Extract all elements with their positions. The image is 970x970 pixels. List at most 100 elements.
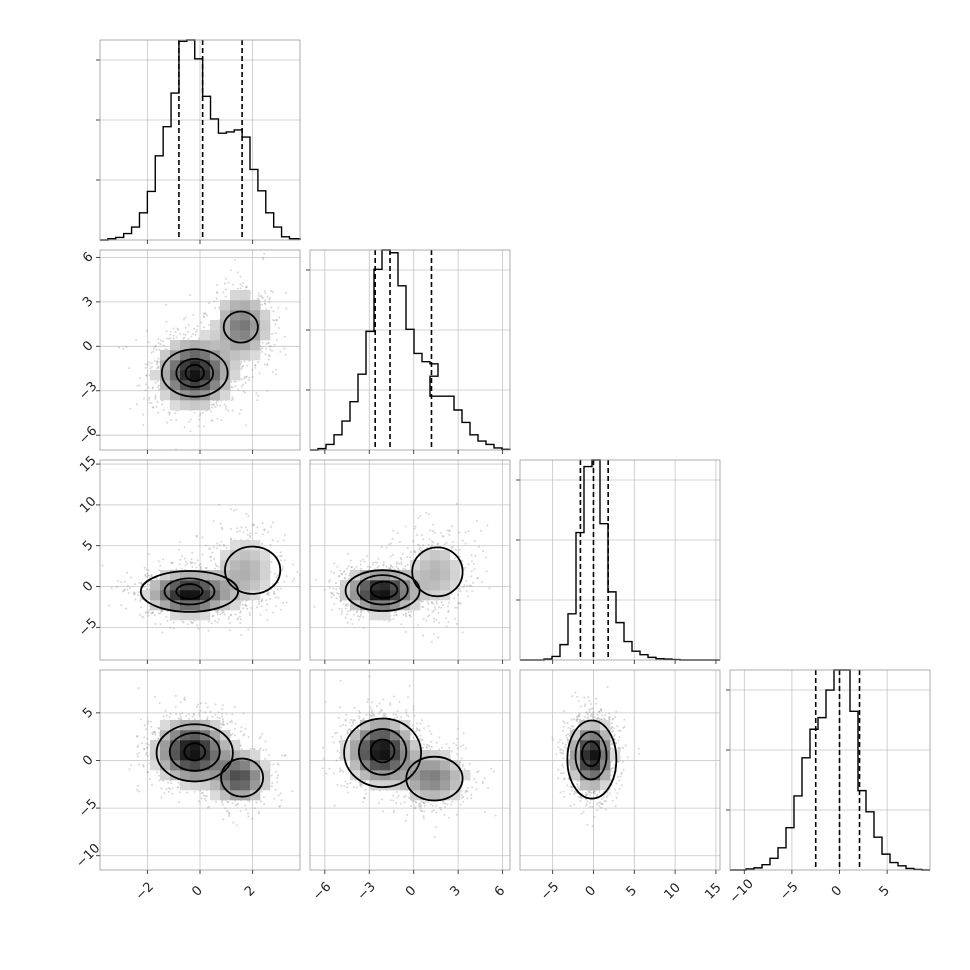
density-cell (210, 320, 221, 331)
scatter-point (154, 396, 157, 399)
scatter-point (344, 573, 347, 576)
scatter-point (426, 601, 429, 603)
scatter-point (208, 547, 211, 550)
scatter-point (257, 394, 260, 397)
scatter-point (225, 288, 227, 291)
scatter-point (125, 607, 128, 610)
scatter-point (271, 539, 274, 542)
density-cell (420, 580, 431, 591)
scatter-point (389, 567, 392, 570)
scatter-point (269, 544, 272, 546)
scatter-point (187, 420, 190, 423)
scatter-point (122, 590, 125, 593)
scatter-point (464, 542, 467, 545)
scatter-point (303, 578, 305, 580)
scatter-point (430, 545, 433, 548)
density-cell (170, 580, 181, 591)
scatter-point (261, 598, 264, 601)
scatter-point (435, 600, 438, 603)
scatter-point (236, 271, 239, 274)
scatter-point (264, 292, 267, 295)
scatter-point (263, 528, 266, 531)
density-cell (440, 560, 451, 571)
scatter-point (261, 533, 264, 536)
scatter-point (430, 540, 433, 543)
scatter-point (399, 556, 402, 559)
scatter-point (156, 380, 159, 383)
density-cell (150, 590, 161, 601)
density-cell (220, 580, 231, 591)
scatter-point (432, 541, 435, 544)
scatter-point (275, 605, 278, 607)
density-cell (440, 580, 451, 591)
scatter-point (228, 629, 231, 632)
scatter-point (159, 564, 162, 567)
scatter-point (440, 601, 443, 604)
scatter-point (205, 567, 208, 569)
scatter-point (389, 566, 392, 569)
scatter-point (382, 564, 385, 567)
scatter-point (455, 606, 458, 609)
scatter-point (480, 529, 482, 532)
y-tick-label: −5 (76, 616, 100, 640)
scatter-point (193, 327, 196, 330)
scatter-point (243, 376, 246, 378)
histogram-step (310, 249, 511, 451)
scatter-point (168, 716, 171, 719)
scatter-point (461, 631, 464, 634)
density-cell (210, 360, 221, 371)
scatter-point (451, 545, 454, 548)
scatter-point (346, 567, 348, 570)
scatter-point (258, 292, 260, 295)
scatter-point (207, 620, 210, 623)
scatter-point (154, 397, 157, 400)
scatter-point (445, 541, 448, 544)
density-cell (170, 380, 181, 391)
scatter-point (154, 622, 157, 625)
scatter-point (218, 306, 220, 309)
scatter-point (346, 621, 349, 624)
scatter-point (203, 312, 206, 315)
scatter-point (162, 409, 165, 411)
scatter-point (229, 614, 232, 617)
scatter-point (355, 565, 358, 568)
scatter-point (430, 601, 433, 604)
scatter-point (223, 403, 226, 406)
scatter-point (165, 348, 168, 351)
scatter-point (390, 542, 393, 545)
scatter-point (254, 366, 257, 369)
scatter-point (268, 355, 271, 357)
scatter-point (458, 548, 461, 551)
scatter-point (197, 337, 200, 340)
density-cell (230, 350, 241, 361)
scatter-point (147, 341, 150, 344)
scatter-point (229, 527, 232, 530)
density-cell (230, 570, 241, 581)
scatter-point (205, 794, 208, 797)
density-cell (160, 390, 171, 401)
scatter-point (157, 342, 160, 345)
scatter-point (206, 806, 209, 809)
scatter-point (229, 613, 232, 616)
scatter-point (419, 546, 422, 549)
scatter-point (175, 568, 178, 571)
scatter-point (210, 559, 212, 562)
scatter-point (167, 787, 170, 789)
scatter-point (389, 564, 392, 567)
scatter-point (265, 599, 268, 602)
scatter-point (360, 612, 363, 614)
density-cell (190, 610, 201, 621)
scatter-point (360, 567, 362, 570)
scatter-point (422, 544, 424, 547)
scatter-point (120, 604, 123, 607)
scatter-point (212, 404, 215, 407)
scatter-point (385, 565, 388, 568)
scatter-point (205, 567, 207, 569)
scatter-point (341, 610, 344, 613)
scatter-point (146, 574, 149, 577)
scatter-point (442, 535, 445, 538)
scatter-point (470, 585, 473, 588)
density-cell (260, 580, 271, 591)
scatter-point (351, 623, 354, 625)
density-cell (260, 330, 271, 341)
